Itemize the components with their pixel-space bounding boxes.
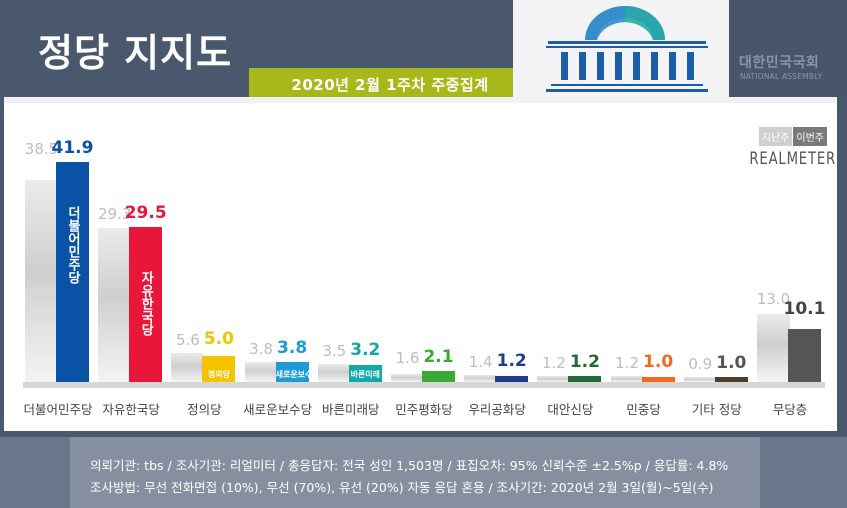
- bar-prev-week: [683, 377, 717, 382]
- bar-this-week: 바른미래: [348, 365, 382, 382]
- category-label: 대안신당: [547, 402, 594, 417]
- value-label-prev: 38.5: [24, 140, 59, 159]
- party-logo-icon: 더불어민주당: [65, 206, 80, 285]
- party-logo-icon: 새로운보수당: [275, 369, 309, 379]
- category-label: 새로운보수당: [243, 402, 313, 417]
- value-label-curr: 1.2: [496, 350, 527, 371]
- bar-prev-week: [610, 375, 644, 382]
- category-label: 기타 정당: [691, 402, 742, 417]
- value-label-prev: 29.3: [97, 205, 132, 224]
- legend-prev-week: 지난주: [758, 127, 793, 146]
- legend-this-week: 이번주: [793, 127, 827, 146]
- bar-this-week: 새로운보수당: [275, 362, 309, 382]
- survey-info-footer: 의뢰기관: tbs / 조사기관: 리얼미터 / 총응답자: 전국 성인 1,5…: [0, 437, 847, 508]
- value-label-prev: 1.6: [395, 348, 420, 367]
- page-title: 정당 지지도: [38, 31, 233, 75]
- period-badge: 2020년 2월 1주차 주중집계: [249, 68, 531, 100]
- bar-this-week: [495, 375, 529, 382]
- category-label: 정의당: [187, 402, 222, 417]
- bar-this-week: 더불어민주당: [56, 162, 89, 382]
- value-label-curr: 1.2: [569, 351, 600, 372]
- bar-this-week: [568, 375, 602, 382]
- bar-this-week: 자유한국당: [129, 227, 163, 382]
- value-label-curr: 3.2: [350, 339, 381, 360]
- value-label-prev: 1.2: [541, 353, 566, 372]
- category-label: 우리공화당: [468, 402, 526, 417]
- value-label-prev: 3.5: [322, 341, 347, 360]
- value-label-curr: 2.1: [423, 346, 454, 367]
- value-label-curr: 1.0: [643, 351, 674, 372]
- x-axis-baseline: [23, 382, 825, 388]
- survey-info-line-1: 의뢰기관: tbs / 조사기관: 리얼미터 / 총응답자: 전국 성인 1,5…: [90, 458, 729, 473]
- bar-this-week: [788, 328, 821, 382]
- bar-this-week: [422, 370, 455, 382]
- bar-this-week: [641, 376, 675, 382]
- bar-prev-week: [244, 362, 278, 382]
- value-label-prev: 13.0: [756, 289, 791, 308]
- bar-prev-week: [757, 313, 790, 382]
- national-assembly-label: 대한민국국회 NATIONAL ASSEMBLY: [729, 0, 847, 97]
- bar-this-week: 정의당: [202, 355, 236, 382]
- party-logo-icon: 바른미래: [350, 369, 381, 379]
- party-logo-icon: 정의당: [207, 370, 230, 379]
- survey-info-line-2: 조사방법: 무선 전화면접 (10%), 무선 (70%), 유선 (20%) …: [90, 480, 714, 495]
- bar-prev-week: [537, 375, 571, 382]
- value-label-curr: 41.9: [51, 138, 94, 159]
- value-label-curr: 3.8: [277, 338, 308, 359]
- category-label: 바른미래당: [322, 402, 380, 417]
- category-label: 더불어민주당: [23, 402, 93, 417]
- header: 정당 지지도 2020년 2월 1주차 주중집계 대한민국국회 NATIONAL…: [0, 0, 847, 100]
- bar-prev-week: [171, 352, 205, 382]
- party-logo-icon: 자유한국당: [138, 271, 154, 337]
- value-label-prev: 1.4: [468, 352, 493, 371]
- category-label: 민중당: [626, 402, 661, 417]
- value-label-prev: 1.2: [615, 353, 640, 372]
- bar-prev-week: [317, 363, 351, 382]
- category-label: 민주평화당: [395, 402, 453, 417]
- bar-this-week: [714, 376, 748, 382]
- bar-chart: 지난주 이번주 REALMETER 더불어민주당 38.5 41.9 더불어민주당 자유…: [4, 97, 837, 431]
- value-label-curr: 5.0: [203, 328, 234, 349]
- value-label-curr: 29.5: [124, 203, 167, 224]
- value-label-prev: 3.8: [249, 340, 274, 359]
- bar-prev-week: [391, 373, 424, 382]
- value-label-curr: 1.0: [716, 352, 747, 373]
- realmeter-logo: REALMETER: [749, 149, 836, 169]
- national-assembly-icon: [513, 0, 729, 97]
- category-label: 자유한국당: [102, 402, 160, 417]
- value-label-prev: 5.6: [175, 330, 200, 349]
- bar-prev-week: [98, 228, 132, 382]
- chart-legend: 지난주 이번주: [758, 127, 827, 146]
- value-label-prev: 0.9: [688, 354, 713, 373]
- category-label: 무당층: [772, 402, 808, 417]
- bar-prev-week: [464, 374, 498, 382]
- bar-prev-week: [25, 179, 58, 382]
- value-label-curr: 10.1: [783, 298, 826, 319]
